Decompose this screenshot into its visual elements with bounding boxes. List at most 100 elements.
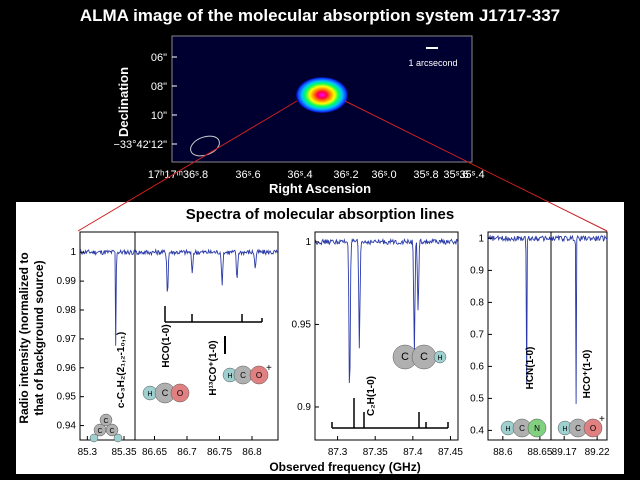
atom-icon: [105, 423, 119, 437]
atom-label: H: [147, 391, 152, 398]
y-tick-label: 0.8: [470, 297, 484, 308]
atom-label: C: [162, 388, 169, 398]
atom-label: C: [103, 418, 108, 425]
y-tick-label: 0.99: [57, 276, 77, 287]
spectrum-trace: [314, 237, 459, 384]
spectrum-trace: [134, 248, 279, 292]
image-ytick-label: 10": [151, 110, 167, 122]
atom-icon: [89, 433, 99, 443]
x-tick-label: 86.75: [207, 447, 232, 458]
image-ytick-label: 06": [151, 52, 167, 64]
atom-label: O: [590, 424, 596, 433]
y-tick-label: 0.97: [57, 334, 77, 345]
y-tick-label: 0.94: [57, 421, 77, 432]
atom-label: H: [562, 426, 567, 433]
x-tick-label: 86.65: [142, 447, 167, 458]
y-tick-label: 0.9: [470, 265, 484, 276]
atom-label: N: [534, 424, 540, 433]
y-tick-label: 0.5: [470, 393, 484, 404]
spectrum-panel-frame: [134, 231, 279, 441]
x-tick-label: 85.3: [78, 447, 98, 458]
image-xlabel: Right Ascension: [269, 181, 371, 196]
y-tick-label: 0.95: [57, 392, 77, 403]
image-ylabel: Declination: [116, 67, 131, 137]
x-tick-label: 87.3: [328, 447, 348, 458]
atom-label: H: [437, 355, 442, 362]
image-xtick-label: 35ˢ.8: [413, 169, 438, 181]
x-tick-label: 88.65: [527, 447, 552, 458]
atom-label: C: [575, 424, 581, 433]
image-ytick-label: −33°42'12": [113, 139, 167, 151]
image-ytick-label: 08": [151, 81, 167, 93]
atom-icon: [99, 413, 113, 427]
atom-label: C: [240, 371, 246, 380]
y-tick-label: 1: [305, 237, 311, 248]
y-tick-label: 0.4: [470, 425, 484, 436]
line-label-hco: HCO(1-0): [161, 324, 172, 367]
atom-icon: [583, 418, 603, 438]
image-xtick-label: 35ˢ.4: [459, 169, 484, 181]
spectrum-trace: [79, 248, 136, 346]
atom-icon: [433, 350, 447, 364]
spectrum-panel-frame: [487, 231, 552, 441]
image-xtick-label: 36ˢ.2: [333, 169, 358, 181]
x-tick-label: 87.4: [403, 447, 423, 458]
line-label-hcn: HCN(1-0): [525, 347, 536, 390]
x-tick-label: 87.35: [363, 447, 388, 458]
spectra-title: Spectra of molecular absorption lines: [185, 206, 455, 223]
atom-icon: [113, 433, 123, 443]
image-xtick-label: 17ʰ17ᵐ36ˢ.8: [148, 169, 208, 181]
alma-image: 06" 08" 10" −33°42'12" 17ʰ17ᵐ36ˢ.8 36ˢ.6 36ˢ.…: [113, 35, 485, 196]
atom-icon: [527, 418, 547, 438]
line-label-hcoplus: HCO⁺(1-0): [582, 350, 593, 399]
charge-plus: +: [266, 363, 272, 374]
x-tick-label: 89.17: [552, 447, 577, 458]
spectra-ylabel-line2: that of background source): [32, 260, 46, 415]
line-label-c-c3h2: c-C₃H₂(2₁,₂-1₀,₁): [116, 332, 127, 408]
scalebar-label: 1 arcsecond: [408, 58, 457, 68]
callout-line-left: [77, 100, 298, 232]
y-tick-label: 0.96: [57, 363, 77, 374]
spectra-ylabel-line1: Radio intensity (normalized to: [17, 252, 31, 423]
atom-label: C: [401, 351, 409, 363]
atom-label: H: [505, 426, 510, 433]
atom-label: C: [420, 351, 428, 363]
atom-label: C: [519, 424, 525, 433]
charge-plus: +: [599, 414, 605, 425]
spectrum-trace: [550, 234, 608, 404]
beam-ellipse: [190, 135, 220, 157]
image-xtick-label: 36ˢ.4: [287, 169, 312, 181]
y-tick-label: 0.98: [57, 305, 77, 316]
atom-label: O: [177, 389, 183, 398]
line-label-c2h: C₂H(1-0): [366, 376, 377, 416]
atom-label: C: [109, 428, 114, 435]
spectrum-trace: [487, 234, 552, 385]
line-label-h13co: H¹³CO⁺(1-0): [208, 340, 219, 395]
spectra-xlabel: Observed frequency (GHz): [269, 460, 420, 474]
y-tick-label: 0.7: [470, 329, 484, 340]
y-tick-label: 0.6: [470, 361, 484, 372]
main-title: ALMA image of the molecular absorption s…: [79, 6, 561, 25]
image-xtick-label: 35ˢ.6: [443, 169, 468, 181]
y-tick-label: 1: [70, 247, 76, 258]
x-tick-label: 86.7: [177, 447, 197, 458]
x-tick-label: 89.22: [585, 447, 610, 458]
y-tick-label: 1: [478, 233, 484, 244]
atom-icon: [249, 365, 269, 385]
x-tick-label: 88.6: [493, 447, 513, 458]
x-tick-label: 87.45: [438, 447, 463, 458]
image-xticks: 17ʰ17ᵐ36ˢ.8 36ˢ.6 36ˢ.4 36ˢ.2 36ˢ.0 35ˢ.8 35ˢ.…: [148, 169, 485, 181]
y-tick-label: 0.95: [292, 319, 312, 330]
spectrum-panel-frame: [314, 231, 459, 441]
image-yticks: 06" 08" 10" −33°42'12": [113, 52, 177, 151]
x-tick-label: 86.8: [242, 447, 262, 458]
x-tick-label: 85.35: [111, 447, 136, 458]
atom-label: O: [256, 371, 262, 380]
atom-label: H: [227, 373, 232, 380]
image-xtick-label: 36ˢ.0: [371, 169, 396, 181]
callout-line-right: [344, 100, 608, 232]
image-xtick-label: 36ˢ.6: [235, 169, 260, 181]
atom-label: C: [97, 428, 102, 435]
atom-icon: [170, 383, 190, 403]
